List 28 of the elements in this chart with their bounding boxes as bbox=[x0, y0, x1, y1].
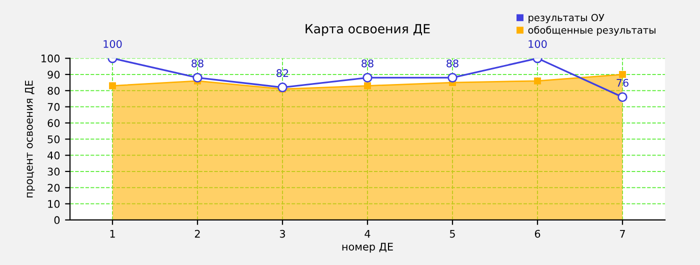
y-tick-label: 70 bbox=[48, 103, 60, 111]
data-label: 88 bbox=[192, 59, 204, 68]
data-label: 88 bbox=[446, 59, 458, 68]
x-axis-title: номер ДЕ bbox=[342, 242, 393, 253]
y-tick-label: 10 bbox=[48, 200, 60, 208]
data-label: 88 bbox=[362, 59, 374, 68]
chart-title: Карта освоения ДЕ bbox=[306, 24, 430, 36]
legend-label: обобщенные результаты bbox=[528, 26, 656, 36]
y-tick-label: 100 bbox=[42, 54, 60, 62]
y-tick-label: 60 bbox=[48, 119, 60, 128]
x-tick-label: 4 bbox=[364, 230, 370, 238]
data-label: 100 bbox=[528, 40, 547, 48]
y-tick-label: 20 bbox=[48, 184, 60, 192]
x-tick-label: 3 bbox=[280, 230, 285, 238]
x-tick-label: 5 bbox=[450, 230, 455, 238]
x-tick-label: 2 bbox=[194, 230, 200, 238]
y-tick-label: 50 bbox=[48, 135, 60, 144]
y-tick-label: 0 bbox=[54, 216, 60, 224]
y-tick-label: 90 bbox=[48, 70, 60, 79]
y-axis-title: процент освоения ДЕ bbox=[25, 80, 35, 198]
y-tick-label: 80 bbox=[48, 86, 60, 95]
data-label: 100 bbox=[104, 40, 122, 48]
x-tick-label: 6 bbox=[534, 230, 540, 238]
x-tick-label: 7 bbox=[620, 230, 625, 238]
x-tick-label: 1 bbox=[110, 230, 115, 238]
legend-label: результаты ОУ bbox=[528, 14, 604, 24]
y-tick-label: 30 bbox=[48, 168, 60, 176]
y-tick-label: 40 bbox=[48, 152, 60, 160]
